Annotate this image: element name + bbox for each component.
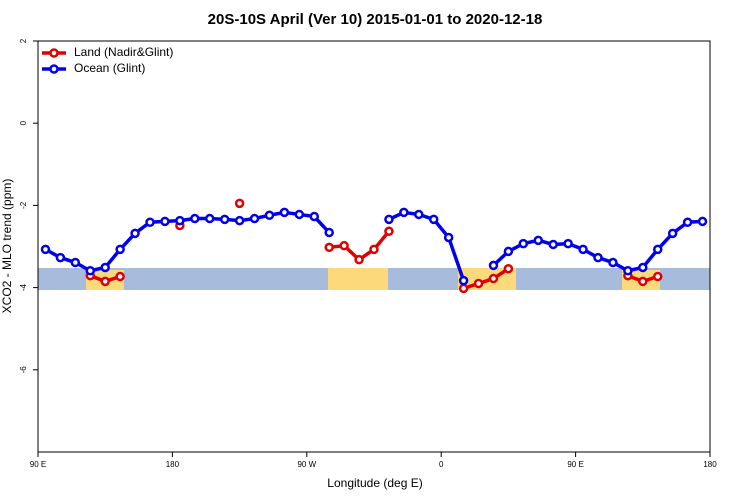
data-point [488,273,499,284]
land-strip [328,268,388,290]
data-point [503,246,514,257]
data-point [40,244,51,255]
x-tick-label: 90 W [297,460,316,469]
data-point [55,252,66,263]
plot-frame [37,40,711,453]
legend-label: Ocean (Glint) [74,61,145,75]
data-point [219,214,230,225]
y-tick-label: 2 [19,38,28,43]
data-point [697,216,708,227]
data-point [652,271,663,282]
data-point [548,239,558,250]
data-point [175,215,185,226]
data-point [623,265,633,276]
data-point [533,235,544,246]
x-tick-label: 180 [703,460,717,469]
data-point [115,244,125,255]
data-point [682,217,693,228]
data-point [324,242,334,253]
y-tick-label: 0 [19,120,28,125]
data-point [190,213,200,224]
data-point [563,238,573,249]
y-tick-label: -2 [19,201,28,209]
data-point [160,216,170,227]
data-point [399,207,409,218]
data-point [145,217,155,228]
data-point [115,271,125,282]
data-point [264,210,275,221]
x-tick-label: 180 [166,460,180,469]
data-point [354,254,364,265]
data-point [234,198,245,209]
data-point [443,232,454,243]
data-point [593,252,603,263]
data-point [100,262,110,273]
data-point [100,276,110,287]
data-point [488,260,499,271]
data-point [279,207,290,218]
data-point [130,228,140,239]
x-tick-label: 90 E [30,460,46,469]
data-point [578,244,588,255]
data-point [234,215,245,226]
data-point [428,214,439,225]
data-point [503,263,514,274]
data-point [85,265,96,276]
data-point [667,228,678,239]
legend-marker [49,48,59,58]
series-line [463,267,510,291]
legend-marker [49,64,59,74]
legend-label: Land (Nadir&Glint) [74,45,173,59]
data-point [608,257,618,268]
x-tick-label: 0 [439,460,444,469]
y-tick-label: -6 [19,366,28,374]
data-point [384,214,394,225]
series-line [44,210,331,273]
data-point [458,283,469,294]
data-point [638,262,648,273]
data-point [339,240,349,251]
data-point [414,209,424,220]
x-axis-label: Longitude (deg E) [327,476,422,490]
x-tick-label: 90 E [567,460,583,469]
data-point [638,276,648,287]
data-point [518,238,529,249]
data-point [294,209,305,220]
data-point [384,226,394,237]
data-point [204,213,215,224]
data-point [652,244,663,255]
y-tick-label: -4 [19,283,28,291]
land-ocean-strip [38,268,710,290]
data-point [473,278,484,289]
chart-title: 20S-10S April (Ver 10) 2015-01-01 to 202… [208,11,543,28]
data-point [309,211,320,222]
y-axis-label: XCO2 - MLO trend (ppm) [0,179,14,314]
data-point [369,244,379,255]
data-point [458,275,469,286]
data-point [249,213,260,224]
data-point [70,257,81,268]
data-point [324,227,334,238]
